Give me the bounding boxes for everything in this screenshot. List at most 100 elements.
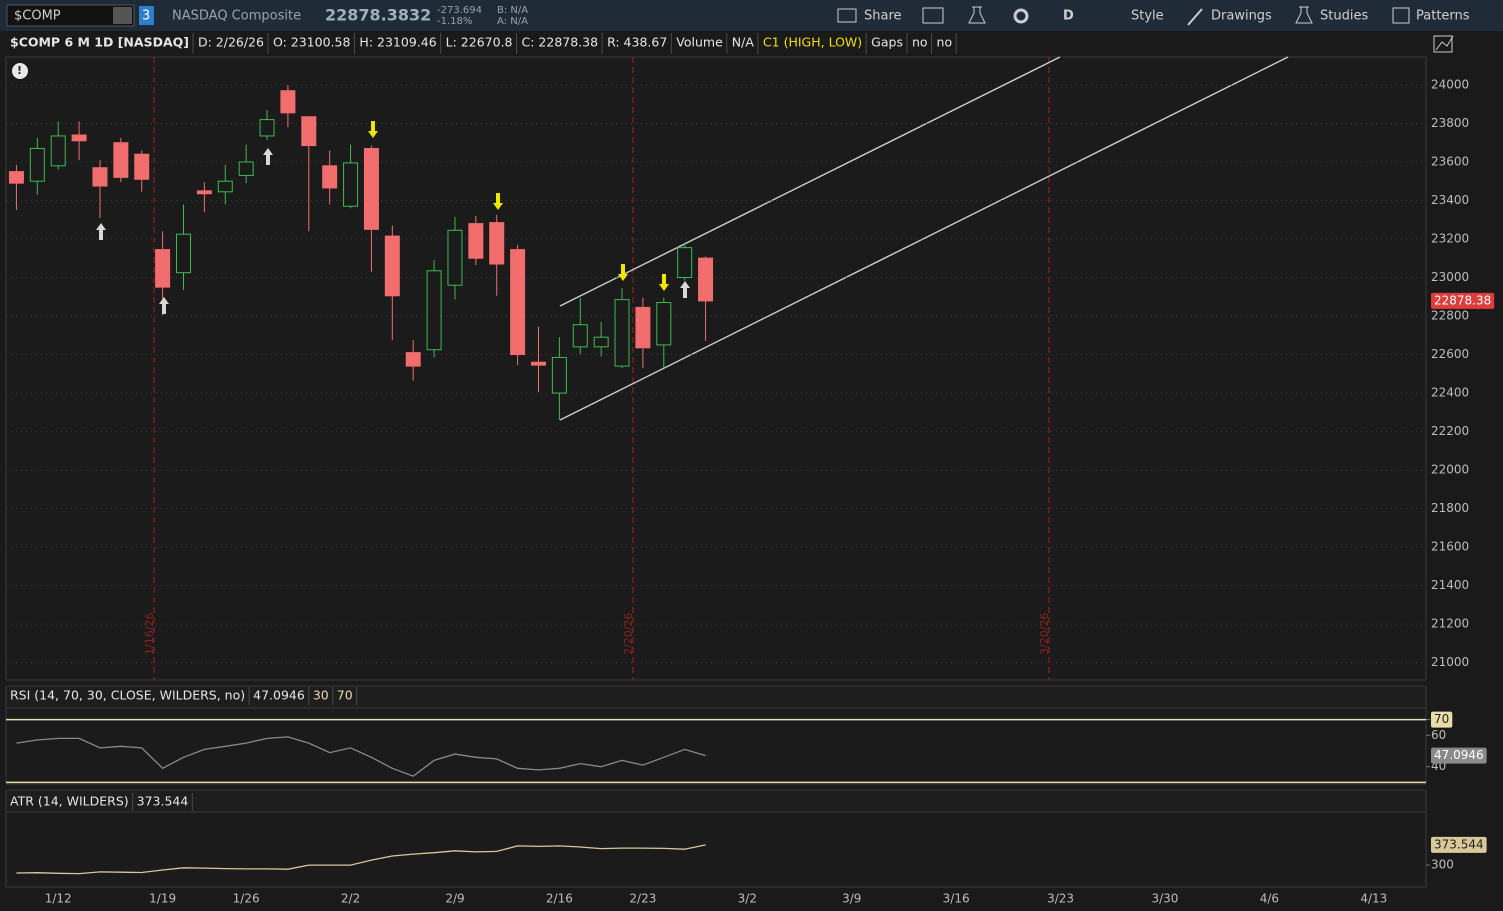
- up-arrow: [680, 281, 690, 298]
- price-panel: [5, 56, 1427, 681]
- x-tick-label: 3/9: [842, 892, 861, 906]
- event-label: 3/20/26: [1038, 613, 1051, 655]
- x-tick-label: 2/9: [445, 892, 464, 906]
- study-title: ATR (14, WILDERS): [10, 794, 129, 809]
- y-tick-label: 21000: [1431, 655, 1469, 669]
- candle-body: [426, 270, 442, 351]
- atr-panel: [5, 811, 1427, 888]
- status-item: N/A: [732, 35, 755, 50]
- candle-body: [572, 324, 588, 348]
- candle-body: [29, 147, 45, 182]
- x-tick-label: 3/16: [943, 892, 970, 906]
- candle-body: [593, 336, 609, 348]
- studies-icon[interactable]: [1295, 6, 1313, 24]
- settings-icon[interactable]: [1013, 8, 1029, 24]
- last-price-label: 22878.38: [1434, 293, 1491, 307]
- candle-body: [635, 306, 651, 349]
- down-signals: [368, 121, 669, 291]
- candle-body: [50, 135, 66, 167]
- symbol-dropdown[interactable]: [113, 7, 132, 24]
- aggregation-button[interactable]: D: [1063, 9, 1074, 24]
- candle-body: [656, 302, 672, 346]
- alert-icon-mark: !: [17, 64, 22, 77]
- up-arrow: [159, 297, 169, 314]
- candle-body: [698, 257, 714, 302]
- atr-header: [5, 789, 1427, 813]
- expand-icon[interactable]: [1433, 35, 1454, 53]
- link-badge[interactable]: [139, 6, 154, 25]
- status-item: L: 22670.8: [446, 35, 513, 50]
- candle-body: [384, 235, 400, 297]
- candle-body: [510, 249, 526, 356]
- drawings-button[interactable]: Drawings: [1211, 9, 1272, 24]
- y-tick-label: 21400: [1431, 578, 1469, 592]
- y-tick-label: 22400: [1431, 386, 1469, 400]
- candle-body: [468, 223, 484, 259]
- rsi-panel: [5, 707, 1427, 785]
- y-tick-label: 21600: [1431, 540, 1469, 554]
- down-arrow: [659, 274, 669, 291]
- y-tick-label: 23000: [1431, 270, 1469, 284]
- candle-body: [677, 247, 693, 279]
- candle-body: [405, 352, 421, 367]
- status-item: H: 23109.46: [359, 35, 436, 50]
- candle-body: [71, 134, 87, 142]
- candle-body: [238, 161, 254, 176]
- candle-body: [155, 249, 171, 288]
- studies-button[interactable]: Studies: [1320, 9, 1368, 24]
- down-arrow: [368, 121, 378, 138]
- patterns-button[interactable]: Patterns: [1416, 9, 1470, 24]
- candle-body: [113, 142, 129, 178]
- y-tick-label: 23400: [1431, 193, 1469, 207]
- x-tick-label: 3/23: [1047, 892, 1074, 906]
- last-price: 22878.3832: [325, 6, 431, 25]
- flask-icon[interactable]: [968, 6, 986, 24]
- drawings-icon[interactable]: [1187, 8, 1203, 26]
- status-item: no: [937, 35, 953, 50]
- study-line: [16, 844, 706, 875]
- flex-grid-icon[interactable]: [922, 7, 944, 24]
- candle-body: [551, 356, 567, 394]
- x-tick-label: 2/23: [629, 892, 656, 906]
- y-tick-label: 21800: [1431, 501, 1469, 515]
- y-tick-label: 22600: [1431, 347, 1469, 361]
- candle-body: [196, 190, 212, 195]
- y-tick-label: 22200: [1431, 424, 1469, 438]
- candle-body: [217, 180, 233, 193]
- share-button[interactable]: Share: [864, 9, 902, 24]
- current-value-label: 47.0946: [1434, 748, 1484, 762]
- y-tick-label: 22800: [1431, 309, 1469, 323]
- event-label: 1/16/26: [143, 613, 156, 655]
- y-tick-label: 24000: [1431, 77, 1469, 91]
- status-item: D: 2/26/26: [198, 35, 264, 50]
- down-arrow: [493, 193, 503, 210]
- study-value: 47.0946: [253, 688, 305, 703]
- share-icon[interactable]: [837, 8, 857, 23]
- channel-upper[interactable]: [559, 56, 1061, 307]
- status-bar: [0, 31, 1503, 56]
- event-label: 2/20/26: [622, 613, 635, 655]
- style-button[interactable]: Style: [1131, 9, 1164, 24]
- candle-body: [489, 222, 505, 265]
- level-label: 30: [313, 688, 329, 703]
- percent-change: -1.18%: [437, 16, 472, 27]
- status-item: Gaps: [871, 35, 903, 50]
- down-arrow: [618, 264, 628, 281]
- up-arrow: [96, 223, 106, 240]
- y-tick-label: 60: [1431, 728, 1446, 742]
- current-value-label-box: [1431, 747, 1487, 764]
- candle-body: [92, 167, 108, 187]
- alert-icon[interactable]: [12, 63, 28, 79]
- last-price-label-box: [1431, 292, 1495, 309]
- status-items: $COMP 6 M 1D [NASDAQ] D: 2/26/26 O: 23100.…: [10, 33, 957, 54]
- symbol-input[interactable]: [6, 4, 135, 27]
- instrument-name: NASDAQ Composite: [172, 9, 301, 24]
- channel-lower[interactable]: [559, 56, 1289, 421]
- status-item: C: 22878.38: [522, 35, 599, 50]
- status-item: no: [912, 35, 928, 50]
- patterns-icon[interactable]: [1392, 7, 1410, 24]
- x-tick-label: 2/2: [341, 892, 360, 906]
- candle-body: [447, 229, 463, 286]
- current-value-label-box: [1431, 836, 1487, 853]
- up-signals: [96, 148, 690, 314]
